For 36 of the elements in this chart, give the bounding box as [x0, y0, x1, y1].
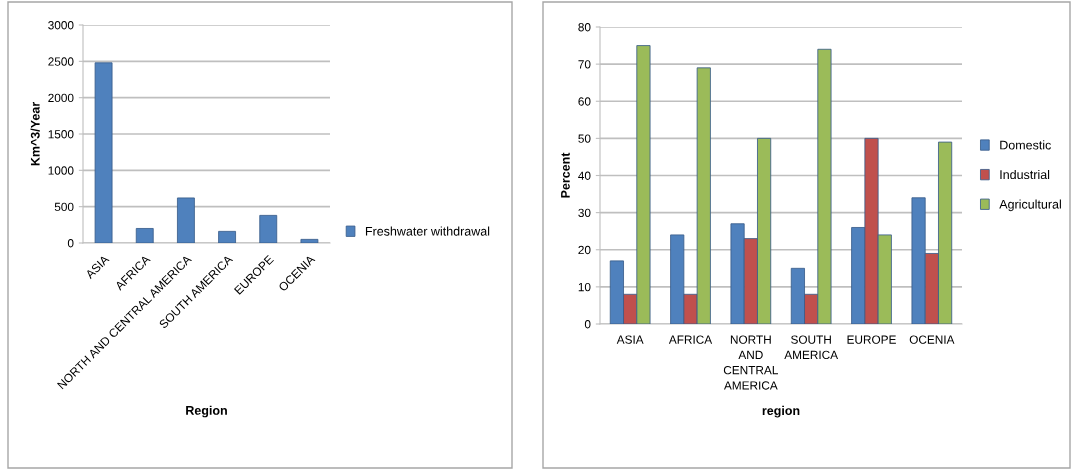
y-tick-label: 1500	[48, 130, 74, 139]
y-tick-label: 20	[578, 245, 591, 255]
x-axis-title: Region	[186, 405, 227, 418]
x-tick-label: SOUTH AMERICA	[784, 335, 839, 360]
x-tick-label: ASIA	[616, 335, 644, 344]
x-tick-label: NORTH AND CENTRAL AMERICA	[723, 335, 778, 390]
bar	[94, 62, 113, 243]
bar	[177, 197, 195, 243]
y-tick-label: 10	[578, 282, 591, 292]
y-axis-title: Km^3/Year	[30, 102, 40, 166]
y-tick-label: 80	[578, 23, 591, 32]
y-tick-label: 70	[578, 60, 591, 69]
x-tick-label: OCENIA	[909, 335, 955, 344]
y-tick-label: 2000	[48, 93, 74, 103]
y-tick-label: 2500	[48, 57, 74, 66]
x-tick-label: EUROPE	[847, 335, 896, 344]
y-tick-label: 50	[578, 134, 591, 143]
y-tick-label: 3000	[48, 21, 74, 30]
y-tick-label: 30	[578, 208, 591, 218]
bar	[300, 238, 319, 243]
y-tick-label: 0	[67, 239, 74, 248]
bar	[135, 228, 154, 243]
legend-label: Domestic	[1000, 140, 1051, 150]
x-tick-label: AFRICA	[668, 335, 713, 344]
y-tick-label: 500	[54, 202, 74, 212]
x-axis-title: region	[762, 405, 800, 418]
bar	[259, 214, 278, 243]
y-tick-label: 40	[578, 171, 591, 180]
legend-label: Freshwater withdrawal	[365, 226, 490, 236]
bar	[218, 230, 236, 243]
y-axis-title: Percent	[561, 152, 570, 198]
legend-label: Industrial	[1000, 169, 1050, 180]
y-tick-label: 1000	[48, 166, 74, 175]
y-tick-label: 60	[578, 97, 591, 106]
y-tick-label: 0	[584, 320, 591, 329]
legend-label: Agricultural	[999, 199, 1061, 212]
